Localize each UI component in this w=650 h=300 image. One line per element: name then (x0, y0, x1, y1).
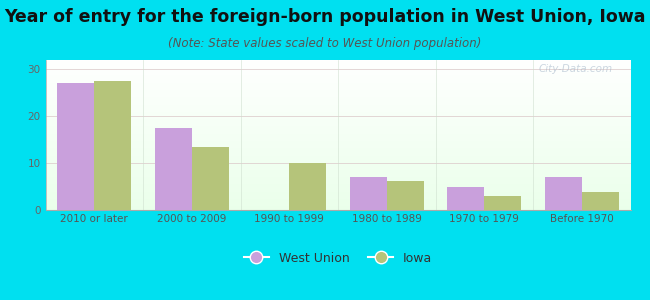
Text: City-Data.com: City-Data.com (539, 64, 613, 74)
Bar (289, 163, 326, 210)
Bar (192, 147, 229, 210)
Text: Year of entry for the foreign-born population in West Union, Iowa: Year of entry for the foreign-born popul… (5, 8, 645, 26)
Bar (387, 181, 424, 210)
Bar (350, 177, 387, 210)
Bar (155, 128, 192, 210)
Bar (582, 192, 619, 210)
Legend: West Union, Iowa: West Union, Iowa (239, 247, 437, 270)
Text: (Note: State values scaled to West Union population): (Note: State values scaled to West Union… (168, 38, 482, 50)
Bar (447, 187, 484, 210)
Bar (545, 177, 582, 210)
Bar (57, 83, 94, 210)
Bar (484, 196, 521, 210)
Bar (94, 81, 131, 210)
